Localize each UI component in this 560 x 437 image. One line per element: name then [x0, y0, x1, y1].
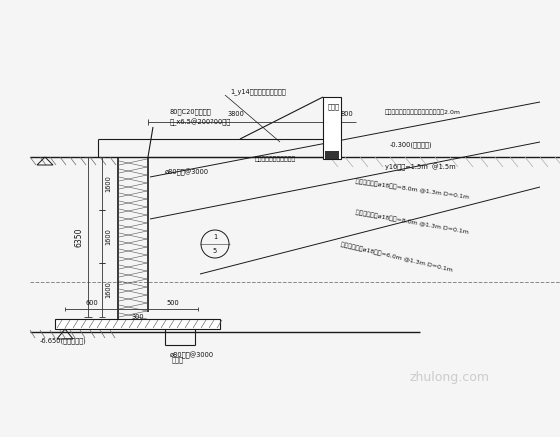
Text: 1600: 1600: [105, 281, 111, 298]
Text: -0.300(场地标高): -0.300(场地标高): [390, 142, 433, 148]
Text: 1_y14枣坤层手网据答层录: 1_y14枣坤层手网据答层录: [230, 89, 286, 95]
Text: 关于土层层顏层层土表面: 关于土层层顏层层土表面: [255, 156, 296, 162]
Text: 6350: 6350: [74, 227, 83, 247]
Text: 1: 1: [213, 234, 217, 240]
Text: 80厉C20层混凝土: 80厉C20层混凝土: [170, 109, 212, 115]
Text: 排水氿: 排水氿: [328, 104, 340, 110]
Text: y16钉层=1.5m  @1.5m: y16钉层=1.5m @1.5m: [385, 163, 456, 171]
Text: zhulong.com: zhulong.com: [410, 371, 490, 384]
Text: 1600: 1600: [105, 228, 111, 245]
Bar: [325, 151, 339, 159]
Text: 600: 600: [85, 300, 98, 306]
Text: 3800: 3800: [227, 111, 244, 117]
Text: ø80水水@3000: ø80水水@3000: [165, 168, 209, 176]
Text: -6.650(承台底标高): -6.650(承台底标高): [40, 338, 87, 344]
Text: 土钉水平投射ø18钉层=8.0m @1.3m D=0.1m: 土钉水平投射ø18钉层=8.0m @1.3m D=0.1m: [355, 178, 469, 200]
Text: ø80水水@3000: ø80水水@3000: [170, 351, 214, 359]
Bar: [323, 97, 341, 159]
Text: 综合基础层层硬化层官平宽度不小于2.0m: 综合基础层层硬化层官平宽度不小于2.0m: [385, 109, 461, 115]
Text: 300: 300: [132, 314, 144, 320]
Text: 土钉水平投射ø18钉层=6.0m @1.3m D=0.1m: 土钉水平投射ø18钉层=6.0m @1.3m D=0.1m: [340, 241, 453, 273]
Text: 土钉水平投射ø18钉层=8.0m @1.3m D=0.1m: 土钉水平投射ø18钉层=8.0m @1.3m D=0.1m: [355, 209, 469, 235]
Text: 800: 800: [340, 111, 353, 117]
Text: 排水氿: 排水氿: [172, 357, 184, 363]
Text: 5: 5: [213, 248, 217, 254]
Text: 500: 500: [167, 300, 179, 306]
Text: 1600: 1600: [105, 175, 111, 192]
Bar: [55, 319, 220, 329]
Text: 筒_x6.5@200?00答片: 筒_x6.5@200?00答片: [170, 118, 231, 126]
